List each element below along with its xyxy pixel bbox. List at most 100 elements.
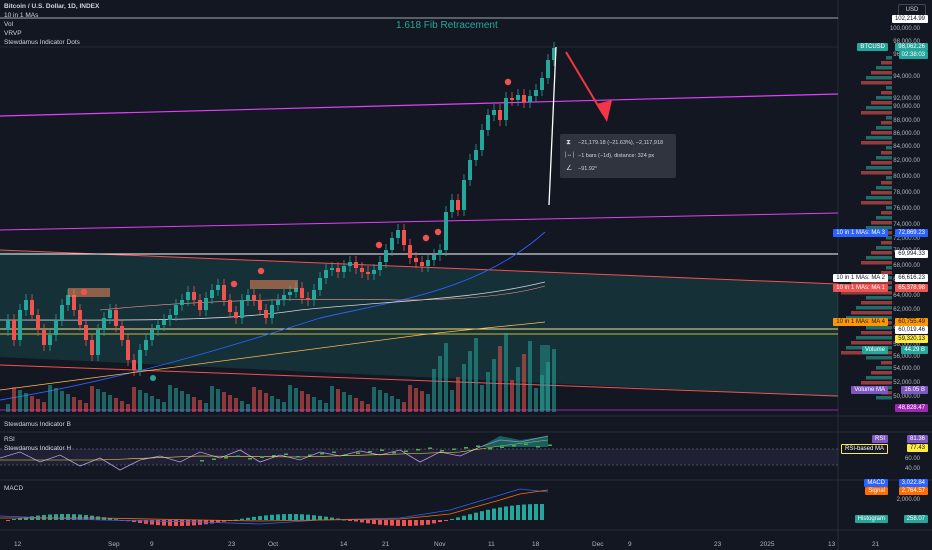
candle-body — [534, 90, 538, 96]
candle-body — [114, 310, 118, 326]
indicator-b-legend[interactable]: Stewdamus Indicator B — [4, 421, 71, 428]
volume-bar — [78, 400, 82, 412]
macd-histogram-bar — [426, 520, 430, 525]
indicator-legend-vol[interactable]: Vol — [4, 21, 14, 28]
macd-line — [0, 488, 549, 525]
volume-bar — [474, 338, 478, 412]
indicator-legend-vrvp[interactable]: VRVP — [4, 30, 22, 37]
indicator-legend-mas[interactable]: 10 in 1 MAs — [4, 12, 39, 19]
symbol-title[interactable]: Bitcoin / U.S. Dollar, 1D, INDEX — [4, 3, 100, 10]
signal-value-tag: 2,764.57 — [898, 487, 928, 495]
time-axis-label: Oct — [268, 541, 279, 548]
volume-profile-bar — [886, 116, 892, 120]
macd-histogram-bar — [438, 520, 442, 523]
candle-body — [318, 278, 322, 290]
indicator-h-dot — [524, 443, 528, 445]
volume-profile-bar — [876, 126, 892, 130]
volume-ma-label-tag: Volume MA — [851, 386, 888, 394]
volume-bar — [384, 393, 388, 412]
indicator-legend-dots[interactable]: Stewdamus Indicator Dots — [4, 39, 80, 46]
signal-dot — [230, 280, 238, 288]
price-axis-label: 82,000.00 — [893, 158, 920, 164]
macd-histogram-bar — [192, 520, 196, 526]
volume-bar — [48, 385, 52, 412]
indicator-h-dot — [512, 445, 516, 447]
volume-bar — [156, 399, 160, 412]
volume-profile-bar — [876, 216, 892, 220]
volume-bar — [426, 394, 430, 412]
macd-histogram-bar — [330, 517, 334, 520]
ma-blue — [0, 231, 546, 401]
candle-body — [402, 230, 406, 245]
volume-bar — [234, 398, 238, 412]
volume-profile-bar — [886, 236, 892, 240]
indicator-h-dot — [344, 454, 348, 456]
volume-profile-bar — [861, 141, 892, 145]
volume-bar — [546, 362, 550, 412]
macd-histogram-bar — [258, 516, 262, 520]
macd-histogram-bar — [12, 519, 16, 521]
price-axis-label: 98,000.00 — [893, 39, 920, 45]
macd-histogram-bar — [540, 503, 544, 520]
time-axis-label: 23 — [228, 541, 236, 548]
candle-body — [48, 335, 52, 345]
volume-profile-bar — [851, 311, 892, 315]
volume-profile-bar — [866, 226, 892, 230]
price-axis-label: 100,000.00 — [889, 26, 920, 32]
rsi-legend[interactable]: RSI — [4, 436, 15, 443]
macd-histogram-bar — [522, 504, 526, 520]
volume-bar — [72, 397, 76, 412]
bar-countdown-tag: 02:38:03 — [898, 51, 928, 59]
volume-profile-bar — [851, 341, 892, 345]
macd-histogram-bar — [240, 518, 244, 520]
candle-body — [66, 295, 70, 305]
volume-bar — [150, 396, 154, 412]
candle-body — [426, 260, 430, 266]
macd-histogram-bar — [234, 519, 238, 521]
order-block-1 — [68, 288, 110, 297]
volume-bar — [438, 356, 442, 412]
candle-body — [174, 305, 178, 315]
macd-histogram-bar — [24, 517, 28, 520]
indicator-h-dot — [212, 458, 216, 460]
volume-bar — [540, 375, 544, 412]
macd-histogram-bar — [246, 517, 250, 520]
macd-histogram-bar — [420, 520, 424, 526]
macd-legend[interactable]: MACD — [4, 485, 24, 492]
volume-bar — [348, 395, 352, 412]
volume-bar — [294, 388, 298, 412]
macd-axis-2000: 2,000.00 — [896, 497, 920, 503]
volume-bar — [330, 386, 334, 412]
volume-profile-bar — [861, 261, 892, 265]
volume-bar — [102, 392, 106, 412]
volume-profile-bar — [881, 121, 892, 125]
magenta-upper-line — [0, 93, 839, 117]
macd-histogram-bar — [6, 520, 10, 521]
candle-body — [450, 200, 454, 212]
candle-body — [210, 290, 214, 298]
candle-body — [444, 212, 448, 250]
volume-bar — [336, 389, 340, 412]
volume-bar — [258, 390, 262, 412]
indicator-h-legend[interactable]: Stewdamus Indicator H — [4, 445, 72, 452]
candle-body — [378, 262, 382, 270]
tooltip-price-range: −21,179.18 (−21.63%), −2,117,918 — [578, 140, 664, 146]
ma2-label-tag: 10 in 1 MAs: MA 2 — [833, 274, 888, 282]
macd-histogram-bar — [396, 520, 400, 526]
volume-bar — [360, 401, 364, 412]
volume-bar — [492, 359, 496, 412]
macd-histogram-bar — [168, 520, 172, 526]
candle-body — [246, 295, 250, 300]
time-axis-label: 14 — [340, 541, 348, 548]
volume-profile-bar — [871, 161, 892, 165]
candle-body — [438, 250, 442, 255]
volume-profile-bar — [861, 81, 892, 85]
volume-bar — [408, 385, 412, 412]
volume-profile-bar — [871, 221, 892, 225]
candle-body — [354, 262, 358, 268]
top-level-tag: 102,214.99 — [891, 15, 928, 23]
volume-profile-bar — [866, 376, 892, 380]
candle-body — [498, 110, 502, 120]
indicator-h-dot — [368, 451, 372, 453]
